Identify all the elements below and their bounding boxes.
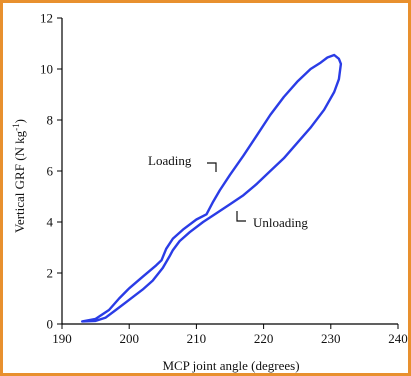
x-ticks: 190 200 210 220 230 240 — [52, 324, 408, 346]
annotation-loading-marker — [207, 162, 217, 172]
y-tick-label: 4 — [47, 215, 54, 230]
axes — [61, 18, 398, 325]
y-axis-title-sup: -1 — [11, 123, 21, 131]
y-tick-label: 8 — [47, 113, 54, 128]
y-tick-label: 10 — [40, 62, 53, 77]
annotation-unloading-marker — [236, 211, 246, 222]
y-tick-label: 0 — [47, 317, 54, 332]
y-axis-title: Vertical GRF (N kg-1) — [11, 119, 27, 233]
y-ticks: 0 2 4 6 8 10 12 — [40, 11, 62, 332]
x-tick-label: 190 — [52, 331, 72, 346]
y-tick-label: 6 — [47, 164, 54, 179]
x-tick-label: 240 — [388, 331, 408, 346]
grf-hysteresis-curve — [81, 53, 343, 323]
annotation-loading: Loading — [148, 153, 192, 168]
x-tick-label: 210 — [187, 331, 207, 346]
x-tick-label: 200 — [119, 331, 139, 346]
x-tick-label: 220 — [254, 331, 274, 346]
y-tick-label: 2 — [47, 266, 54, 281]
y-axis-title-main: Vertical GRF (N kg — [12, 130, 27, 233]
x-tick-label: 230 — [321, 331, 341, 346]
y-tick-label: 12 — [40, 11, 53, 26]
y-axis-title-tail: ) — [12, 119, 27, 123]
x-axis-title: MCP joint angle (degrees) — [162, 358, 299, 373]
annotation-unloading: Unloading — [253, 215, 308, 230]
